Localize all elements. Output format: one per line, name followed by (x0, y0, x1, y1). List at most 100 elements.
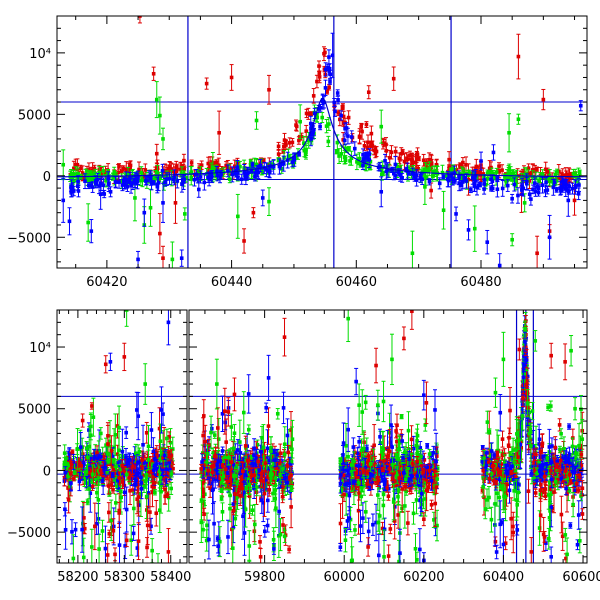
red-series-point (365, 145, 370, 150)
red-series-point (387, 155, 392, 160)
blue-series-point (197, 187, 201, 192)
blue-series-point (536, 190, 541, 195)
green-series-point (93, 477, 98, 481)
red-series-point (72, 166, 76, 171)
blue-series-point (547, 235, 552, 240)
red-series-point (362, 143, 367, 148)
red-series-point (107, 510, 111, 515)
bottom-panel-plot-area-left (57, 310, 187, 563)
blue-series-point (551, 185, 556, 190)
blue-series-point (160, 168, 165, 173)
blue-series-point (400, 175, 404, 180)
green-series-point (427, 166, 432, 171)
red-series-point (299, 134, 304, 139)
red-series-point (569, 175, 573, 180)
blue-series-point (485, 240, 490, 244)
green-series-point (119, 179, 124, 184)
green-series-point (324, 124, 329, 128)
green-series-point (276, 157, 281, 162)
blue-series-point (570, 186, 575, 191)
green-series-point (96, 475, 101, 480)
red-series-point (112, 466, 116, 471)
green-series-point (432, 169, 437, 174)
red-series-point (558, 175, 562, 180)
blue-series-point (573, 183, 578, 188)
blue-series-point (364, 152, 369, 157)
green-series-point (526, 176, 530, 181)
red-series-point (154, 511, 159, 516)
red-series-point (267, 87, 271, 92)
blue-series-point (89, 229, 94, 233)
green-series-point (345, 148, 349, 152)
red-series-point (208, 165, 213, 170)
green-series-point (157, 469, 162, 474)
green-series-point (152, 177, 156, 181)
blue-series-point (561, 184, 565, 188)
blue-series-point (459, 183, 463, 188)
blue-series-point (361, 163, 365, 168)
red-series-point (167, 167, 172, 172)
red-series-point (284, 143, 288, 147)
blue-series-point (125, 184, 130, 189)
red-series-point (399, 151, 404, 156)
blue-series-point (129, 476, 134, 480)
red-series-point (169, 453, 174, 458)
blue-series-point (76, 189, 81, 193)
blue-series-point (470, 175, 475, 180)
blue-series-point (94, 179, 98, 184)
blue-series-point (147, 174, 151, 179)
red-series-point (489, 165, 493, 170)
red-series-point (89, 458, 93, 463)
red-series-point (415, 156, 419, 161)
red-series-point (447, 165, 451, 169)
green-series-point (211, 165, 215, 169)
blue-series-point (335, 91, 340, 95)
blue-series-point (63, 527, 68, 532)
blue-series-point (98, 192, 103, 197)
green-series-point (254, 163, 259, 167)
green-series-point (516, 117, 521, 122)
blue-series-point (122, 181, 127, 185)
blue-series-point (175, 179, 180, 183)
green-series-point (423, 185, 427, 189)
red-series-point (304, 111, 309, 116)
green-series-point (97, 547, 101, 551)
green-series-point (348, 159, 352, 163)
green-series-point (91, 415, 96, 419)
blue-series-point (396, 170, 401, 174)
blue-series-point (554, 188, 559, 192)
green-series-point (571, 171, 576, 176)
blue-series-point (490, 186, 495, 191)
green-series-point (96, 498, 101, 502)
red-series-point (217, 163, 221, 167)
blue-series-point (446, 178, 451, 183)
green-series-point (286, 154, 291, 159)
red-series-point (315, 79, 319, 84)
blue-series-point (83, 179, 87, 183)
blue-series-point (520, 184, 524, 188)
red-series-point (167, 435, 171, 439)
green-series-point (444, 174, 449, 178)
red-series-point (182, 158, 186, 163)
green-series-point (101, 169, 106, 173)
green-series-point (335, 149, 339, 154)
red-series-point (75, 162, 80, 167)
red-series-point (276, 144, 281, 149)
green-series-point (471, 171, 476, 176)
blue-series-point (475, 185, 479, 190)
blue-series-point (418, 175, 423, 179)
red-series-point (261, 158, 266, 163)
red-series-point (369, 131, 374, 136)
green-series-point (149, 474, 154, 478)
red-series-point (529, 171, 534, 175)
blue-series-point (379, 189, 384, 194)
blue-series-point (136, 175, 140, 180)
red-series-point (516, 54, 521, 59)
red-series-point (346, 115, 351, 120)
green-series-point (430, 174, 435, 178)
blue-series-point (146, 491, 151, 495)
blue-series-point (469, 188, 473, 192)
blue-series-point (466, 228, 471, 232)
red-series-point (87, 167, 91, 172)
blue-series-point (239, 177, 244, 182)
